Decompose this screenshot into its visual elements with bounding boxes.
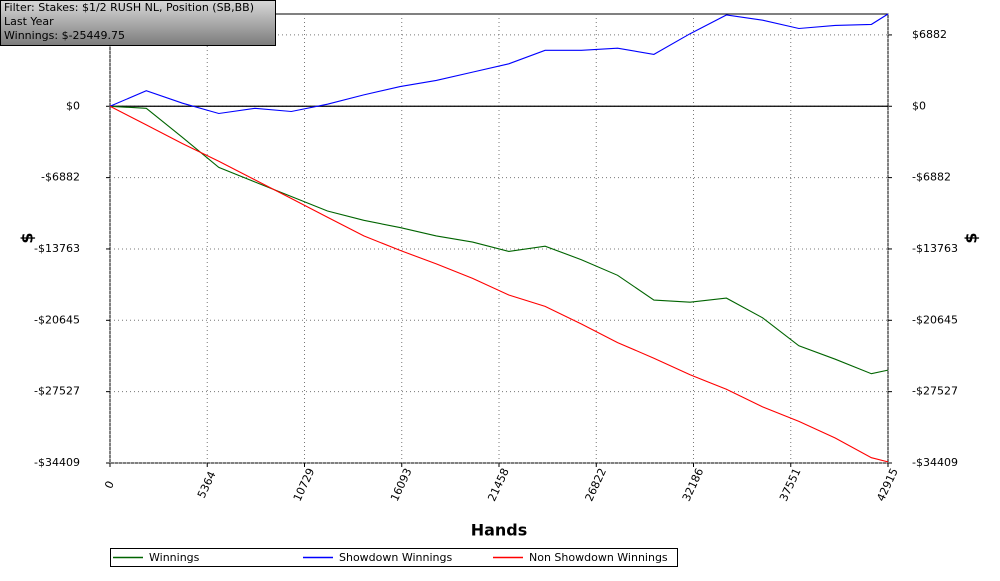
annotation: Winnings: $-25449.75 [4,29,125,42]
legend-box [110,548,678,567]
y-tick-label: -$34409 [34,456,80,469]
annotation: Filter: Stakes: $1/2 RUSH NL, Position (… [4,1,254,14]
y-tick-label: $0 [66,99,80,112]
legend-label: Showdown Winnings [339,551,453,564]
y-axis-label: $ [18,232,37,243]
y-tick-label: -$6882 [41,171,80,184]
legend-label: Non Showdown Winnings [529,551,668,564]
y2-tick-label: $0 [912,99,926,112]
series-line [109,105,889,375]
annotation: Last Year [4,15,54,28]
y-tick-label: -$13763 [34,242,80,255]
x-tick-label: 0 [102,479,117,491]
y2-tick-label: $6882 [912,28,947,41]
y-tick-label: -$20645 [34,313,80,326]
y2-tick-label: -$20645 [912,313,958,326]
y2-tick-label: -$27527 [912,385,958,398]
y2-tick-label: -$34409 [912,456,958,469]
legend-label: Winnings [149,551,200,564]
y2-tick-label: -$6882 [912,171,951,184]
x-axis-label: Hands [471,521,528,540]
y-tick-label: -$27527 [34,385,80,398]
series-line [109,13,889,115]
series-line [109,105,889,463]
annotation-box [0,0,276,46]
y2-axis-label: $ [962,232,981,243]
y2-tick-label: -$13763 [912,242,958,255]
